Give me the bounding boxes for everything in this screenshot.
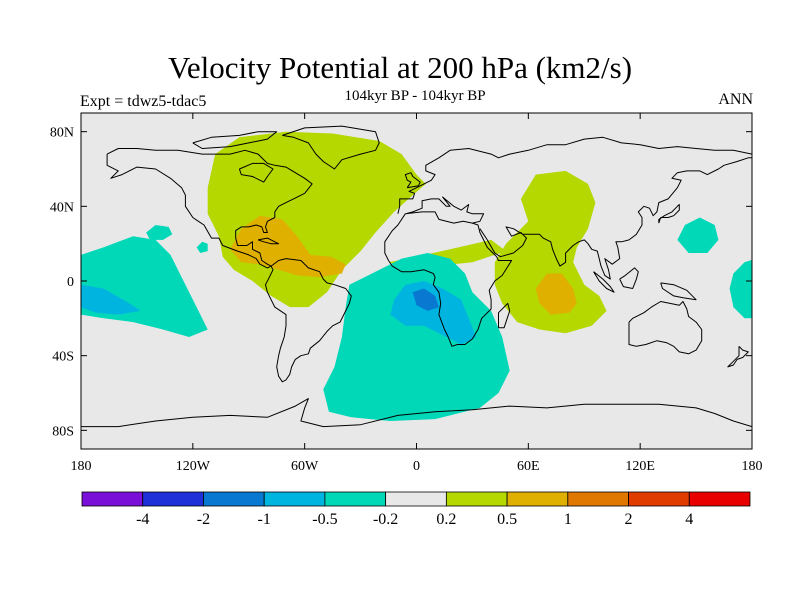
coastlines xyxy=(81,125,752,428)
y-tick-label: 80N xyxy=(50,126,74,141)
map-plot-area xyxy=(81,113,752,449)
coastline-arctic-islands xyxy=(192,131,278,149)
season-label: ANN xyxy=(718,91,753,108)
fill-small-negative-cell-2 xyxy=(196,241,208,253)
x-tick-label: 60E xyxy=(517,459,540,474)
coastline-south-america xyxy=(265,258,352,383)
coastline-mediterranean xyxy=(405,196,485,224)
colorbar-label: 0.2 xyxy=(436,511,456,528)
colorbar-swatch xyxy=(263,491,326,507)
colorbar-swatch xyxy=(628,491,690,507)
fill-south-atlantic-core xyxy=(412,288,439,311)
colorbar-swatch xyxy=(324,491,387,507)
colorbar-swatch xyxy=(142,491,204,507)
y-tick-label: 40N xyxy=(50,200,74,215)
colorbar-label: -0.2 xyxy=(373,511,398,528)
colorbar-swatch xyxy=(567,491,629,507)
colorbar: -4 -2 -1 -0.5 -0.2 0.2 0.5 1 2 4 xyxy=(81,491,751,528)
fill-south-atlantic-negative xyxy=(323,253,510,421)
map-axes: 180 120W 60W 0 60E 120E 180 80N 40N 0 40S 80S xyxy=(50,113,763,474)
fill-west-pacific-negative xyxy=(677,217,719,253)
colorbar-swatch xyxy=(203,491,265,507)
fill-indian-positive xyxy=(494,170,607,334)
coastline-borneo xyxy=(619,267,639,289)
coastline-greenland xyxy=(282,125,380,170)
coastline-new-guinea xyxy=(660,282,697,301)
colorbar-label: 0.5 xyxy=(497,511,517,528)
x-tick-label: 60W xyxy=(291,459,319,474)
coastline-arabia-india xyxy=(479,157,752,280)
colorbar-swatch xyxy=(385,491,447,507)
colorbar-label: -4 xyxy=(136,511,149,528)
chart-subtitle: 104kyr BP - 104kyr BP xyxy=(344,88,486,104)
y-tick-label: 80S xyxy=(52,424,74,439)
coastline-europe-asia xyxy=(397,136,752,214)
y-tick-label: 0 xyxy=(67,275,74,290)
x-tick-label: 180 xyxy=(742,459,763,474)
fill-caribbean-max xyxy=(230,215,346,278)
y-tick-label: 40S xyxy=(52,350,74,365)
colorbar-label: 2 xyxy=(625,511,633,528)
fill-pacific-min xyxy=(81,284,141,315)
coastline-sumatra xyxy=(593,271,615,293)
x-tick-label: 0 xyxy=(413,459,420,474)
chart-title: Velocity Potential at 200 hPa (km2/s) xyxy=(167,50,633,85)
x-tick-label: 120W xyxy=(176,459,211,474)
fill-small-negative-cell-1 xyxy=(146,225,173,240)
colorbar-swatch xyxy=(506,491,569,507)
x-tick-label: 180 xyxy=(71,459,92,474)
coastline-britain xyxy=(404,172,421,189)
coastline-antarctica xyxy=(81,398,752,428)
fill-south-atlantic-min xyxy=(390,281,477,345)
contour-fills xyxy=(81,131,752,421)
coastline-new-zealand xyxy=(727,345,749,368)
coastline-madagascar xyxy=(498,302,511,329)
colorbar-swatch xyxy=(445,491,508,507)
colorbar-label: 4 xyxy=(685,511,693,528)
colorbar-swatch xyxy=(688,491,751,507)
experiment-label: Expt = tdwz5-tdac5 xyxy=(80,93,207,110)
colorbar-label: -2 xyxy=(197,511,210,528)
colorbar-label: 1 xyxy=(564,511,572,528)
coastline-north-america xyxy=(106,148,313,269)
coastline-japan xyxy=(658,204,680,224)
coastline-africa xyxy=(384,213,513,347)
colorbar-label: -1 xyxy=(258,511,271,528)
coastline-australia xyxy=(628,301,703,355)
coastline-hudson-bay xyxy=(238,162,274,183)
fill-east-edge-negative xyxy=(729,259,752,319)
colorbar-label: -0.5 xyxy=(312,511,337,528)
fill-indian-max xyxy=(535,273,577,315)
x-tick-label: 120E xyxy=(625,459,655,474)
colorbar-swatch xyxy=(81,491,144,507)
coastline-cuba xyxy=(257,237,280,245)
